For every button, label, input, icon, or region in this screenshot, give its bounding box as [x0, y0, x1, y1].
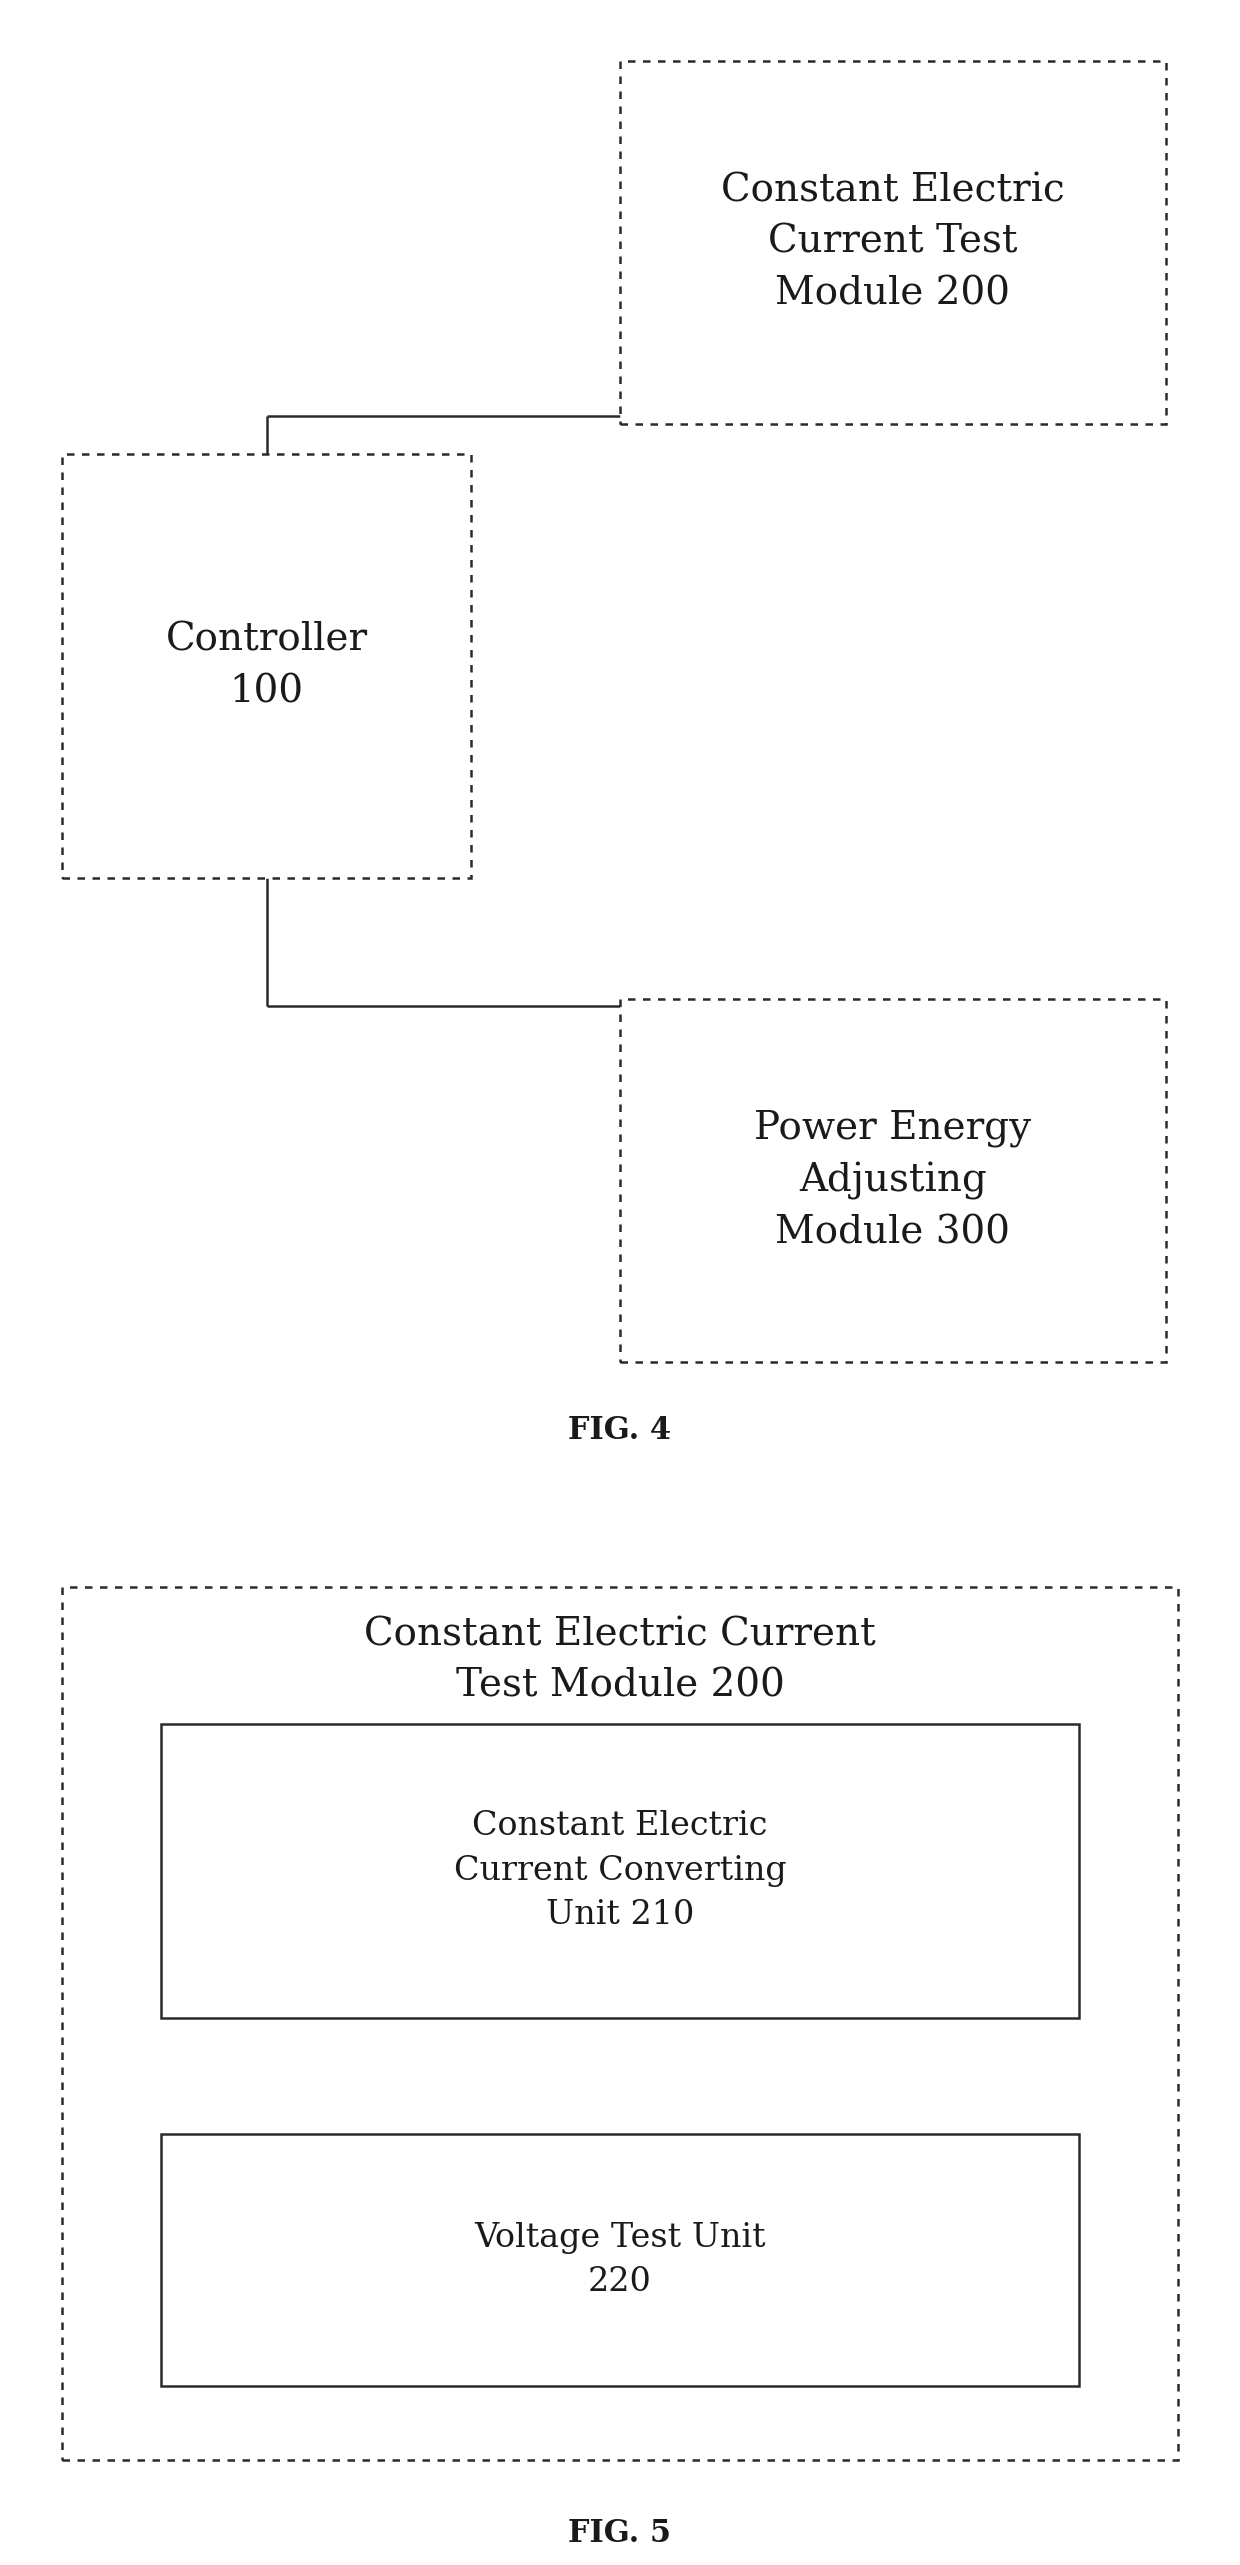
Bar [62, 1588, 1178, 2460]
Text: FIG. 5: FIG. 5 [568, 2519, 672, 2550]
Bar [620, 62, 1166, 423]
Bar [161, 2134, 1079, 2385]
Text: Voltage Test Unit
220: Voltage Test Unit 220 [474, 2221, 766, 2298]
Text: FIG. 4: FIG. 4 [568, 1416, 672, 1447]
Text: Constant Electric Current
Test Module 200: Constant Electric Current Test Module 20… [365, 1616, 875, 1706]
Bar [161, 1724, 1079, 2019]
Bar [620, 998, 1166, 1362]
Text: Constant Electric
Current Converting
Unit 210: Constant Electric Current Converting Uni… [454, 1811, 786, 1931]
Text: Controller
100: Controller 100 [165, 621, 368, 711]
Bar [62, 454, 471, 877]
Text: Power Energy
Adjusting
Module 300: Power Energy Adjusting Module 300 [754, 1111, 1032, 1252]
Text: Constant Electric
Current Test
Module 200: Constant Electric Current Test Module 20… [720, 172, 1065, 313]
